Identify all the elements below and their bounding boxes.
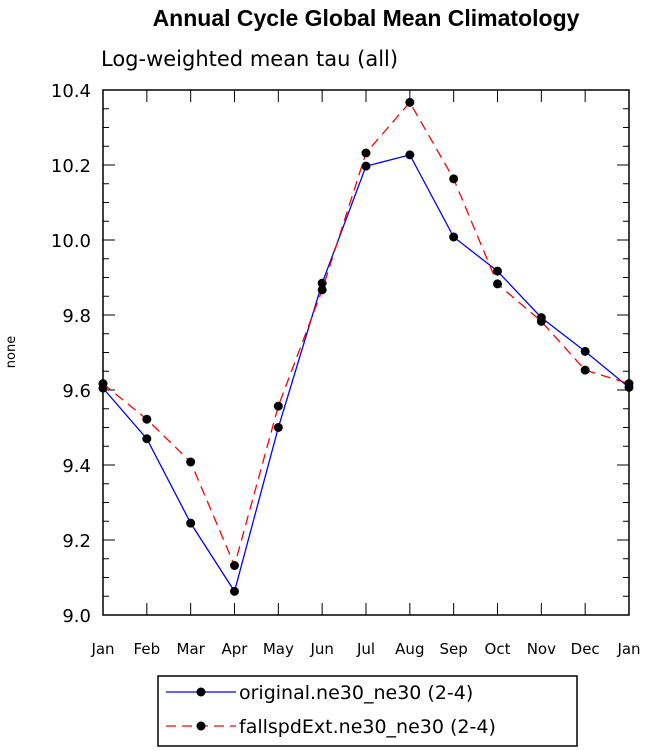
series-line — [102, 154, 630, 593]
legend-box — [157, 675, 578, 747]
x-tick-label: May — [263, 640, 294, 658]
x-tick-label: Jan — [616, 640, 640, 658]
y-tick-label: 9.8 — [62, 306, 91, 327]
data-point — [230, 561, 239, 570]
legend: original.ne30_ne30 (2-4) fallspdExt.ne30_… — [166, 682, 496, 738]
y-tick-label: 10.4 — [51, 81, 91, 102]
legend-label: fallspdExt.ne30_ne30 (2-4) — [239, 716, 496, 738]
data-point — [186, 518, 196, 528]
data-point — [317, 285, 327, 295]
data-point — [405, 150, 415, 160]
legend-marker — [196, 721, 206, 731]
data-point — [580, 365, 590, 375]
y-tick-labels: 9.0 9.2 9.4 9.6 9.8 10.0 10.2 10.4 — [51, 81, 91, 627]
y-tick-label: 10.2 — [51, 156, 91, 177]
x-tick-label: Jun — [309, 640, 333, 658]
data-point — [624, 379, 634, 389]
data-point — [230, 586, 239, 596]
x-tick-label: Oct — [485, 640, 511, 658]
data-point — [580, 346, 590, 356]
data-point — [449, 232, 459, 242]
y-tick-label: 9.4 — [62, 456, 91, 477]
series-line — [102, 101, 630, 568]
x-tick-labels: Jan Feb Mar Apr May Jun Jul Aug Sep Oct Nov Dec Jan — [90, 640, 640, 658]
y-tick-label: 9.0 — [62, 606, 91, 627]
data-point — [493, 266, 502, 276]
data-point — [493, 279, 502, 289]
series-layer — [98, 97, 634, 596]
data-point — [361, 161, 371, 171]
x-tick-label: Jan — [90, 640, 114, 658]
x-tick-label: Apr — [222, 640, 249, 658]
data-point — [142, 414, 152, 424]
x-tick-label: Sep — [440, 640, 468, 658]
data-point — [536, 316, 546, 326]
chart-title: Annual Cycle Global Mean Climatology — [153, 5, 580, 31]
data-point — [142, 434, 152, 444]
x-tick-label: Jul — [356, 640, 375, 658]
x-tick-label: Dec — [571, 640, 600, 658]
data-point — [405, 97, 415, 107]
y-axis-label: none — [4, 336, 19, 368]
x-tick-label: Aug — [395, 640, 424, 658]
data-point — [98, 379, 108, 389]
data-point — [273, 401, 283, 411]
data-point — [273, 423, 283, 432]
legend-marker — [196, 687, 206, 697]
x-tick-label: Mar — [177, 640, 206, 658]
x-tick-label: Feb — [134, 640, 161, 658]
x-tick-label: Nov — [527, 640, 556, 658]
data-point — [361, 148, 371, 158]
axis-ticks — [102, 89, 630, 616]
legend-label: original.ne30_ne30 (2-4) — [239, 682, 473, 704]
data-point — [449, 174, 459, 184]
y-tick-label: 9.6 — [62, 381, 91, 402]
chart-subtitle: Log-weighted mean tau (all) — [101, 47, 398, 71]
y-tick-label: 10.0 — [51, 231, 91, 252]
data-point — [186, 457, 196, 467]
y-tick-label: 9.2 — [62, 531, 91, 552]
